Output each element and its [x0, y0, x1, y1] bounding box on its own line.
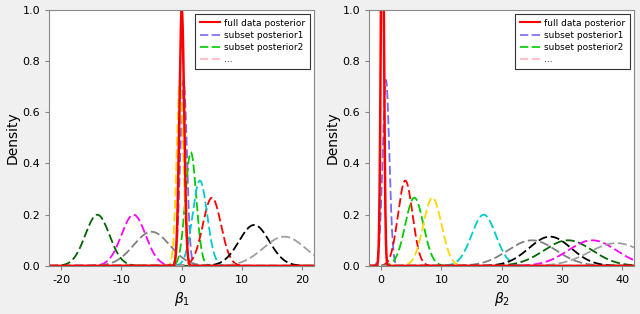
Legend: full data posterior, subset posterior1, subset posterior2, ...: full data posterior, subset posterior1, … — [195, 14, 310, 68]
X-axis label: $\beta_1$: $\beta_1$ — [173, 290, 190, 308]
Legend: full data posterior, subset posterior1, subset posterior2, ...: full data posterior, subset posterior1, … — [515, 14, 630, 68]
Y-axis label: Density: Density — [6, 111, 20, 164]
X-axis label: $\beta_2$: $\beta_2$ — [493, 290, 510, 308]
Y-axis label: Density: Density — [326, 111, 340, 164]
